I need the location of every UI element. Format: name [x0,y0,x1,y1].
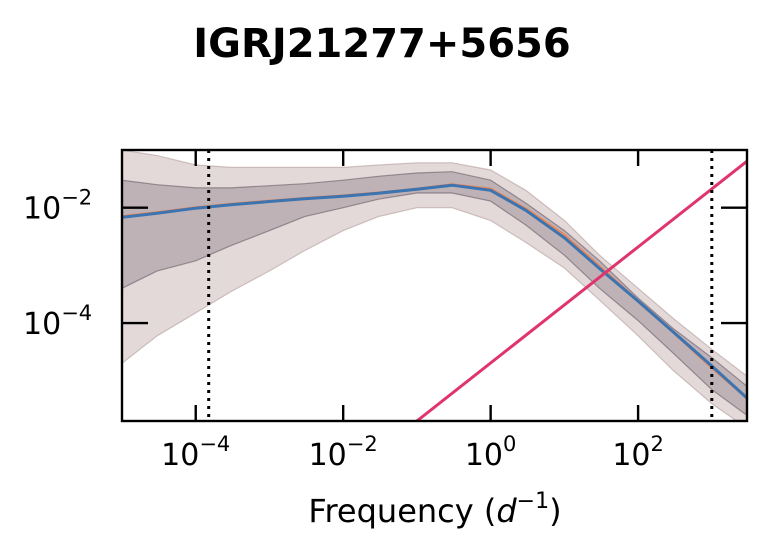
x-tick-label: 100 [465,432,517,473]
series-line-3 [415,160,747,421]
x-axis-label-text: Frequency [308,492,473,530]
series-line-2 [122,183,747,400]
y-tick-label: 10−4 [23,301,92,342]
x-axis-label: Frequency (d−1) [308,489,561,530]
x-tick-label: 102 [612,432,664,473]
x-axis-unit-exp: −1 [517,489,549,514]
confidence-band-outer [122,150,747,421]
x-tick-label: 10−2 [309,432,378,473]
y-tick-label: 10−2 [23,186,92,227]
axis-ticks: 10−4 10−2 100 102 10−4 10−2 [23,150,747,473]
plot-frame [120,148,749,423]
plot-area [122,150,747,421]
confidence-band-inner [122,171,747,417]
x-tick-label: 10−4 [161,432,230,473]
chart-title: IGRJ21277+5656 [193,21,570,67]
x-axis-unit-base: d [496,492,517,530]
